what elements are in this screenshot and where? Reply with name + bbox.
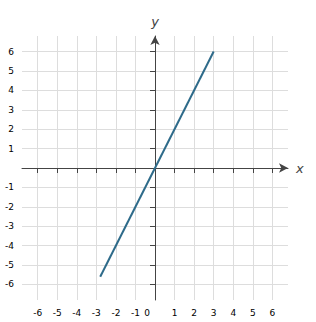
svg-text:-3: -3	[5, 221, 14, 231]
svg-text:-6: -6	[5, 279, 14, 289]
svg-text:6: 6	[8, 47, 14, 57]
svg-text:1: 1	[8, 144, 14, 154]
svg-text:-5: -5	[5, 260, 14, 270]
svg-text:2: 2	[191, 308, 197, 318]
svg-text:5: 5	[8, 66, 14, 76]
svg-text:2: 2	[8, 124, 14, 134]
svg-text:-3: -3	[92, 308, 101, 318]
svg-text:y: y	[150, 14, 159, 29]
svg-text:1: 1	[172, 308, 178, 318]
svg-text:3: 3	[211, 308, 217, 318]
svg-text:-1: -1	[5, 182, 14, 192]
svg-text:3: 3	[8, 105, 14, 115]
svg-text:5: 5	[250, 308, 256, 318]
svg-text:x: x	[295, 161, 304, 176]
svg-text:-4: -4	[5, 241, 14, 251]
svg-text:6: 6	[269, 308, 275, 318]
svg-text:-1: -1	[131, 308, 140, 318]
svg-text:-2: -2	[111, 308, 120, 318]
svg-text:0: 0	[144, 308, 150, 318]
svg-text:4: 4	[230, 308, 236, 318]
svg-text:-4: -4	[72, 308, 81, 318]
svg-text:4: 4	[8, 85, 14, 95]
svg-text:-2: -2	[5, 202, 14, 212]
svg-text:-5: -5	[53, 308, 62, 318]
svg-text:-6: -6	[33, 308, 42, 318]
